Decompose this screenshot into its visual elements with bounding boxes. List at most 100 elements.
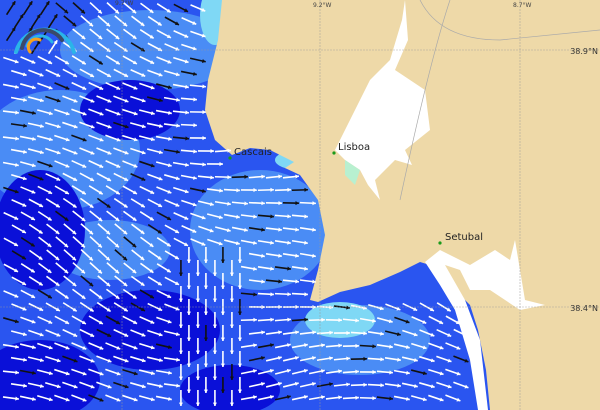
- wave-arrow-head: [56, 150, 61, 155]
- wave-arrow-head: [30, 242, 35, 247]
- wave-arrow-head: [81, 295, 86, 299]
- wave-arrow-head: [140, 47, 145, 52]
- wave-arrow-head: [295, 227, 299, 232]
- wave-arrow-head: [80, 269, 85, 274]
- wave-arrow-head: [175, 281, 180, 285]
- wave-arrow-head: [464, 333, 469, 337]
- wave-arrow-head: [133, 85, 138, 90]
- wave-arrow-head: [11, 27, 16, 32]
- lisboa-marker[interactable]: [332, 151, 336, 155]
- wave-arrow-head: [295, 330, 299, 335]
- wave-arrow-head: [55, 256, 60, 261]
- wave-arrow-head: [363, 331, 367, 336]
- wave-arrow-head: [192, 20, 197, 25]
- wave-arrow-head: [286, 394, 291, 399]
- wave-arrow-head: [98, 217, 103, 222]
- place-label-setubal[interactable]: Setubal: [445, 232, 483, 243]
- wave-arrow-head: [338, 318, 342, 323]
- wave-arrow-head: [304, 317, 308, 322]
- wave-arrow-head: [115, 217, 120, 221]
- wave-arrow-head: [167, 163, 172, 168]
- wave-arrow-head: [99, 111, 104, 116]
- wave-arrow-head: [312, 304, 316, 310]
- wave-arrow-head: [90, 124, 95, 129]
- wave-arrow-head: [380, 331, 384, 336]
- wave-arrow-head: [89, 282, 94, 287]
- wave-arrow-head: [65, 320, 70, 324]
- wave-arrow-head: [277, 381, 282, 386]
- wave-arrow-head: [203, 311, 208, 315]
- wave-arrow-head: [30, 216, 35, 221]
- wave-arrow-head: [31, 85, 36, 90]
- wave-arrow-head: [81, 320, 86, 325]
- wave-arrow-head: [320, 369, 325, 374]
- wave-arrow-head: [55, 307, 60, 312]
- wave-arrow-head: [212, 298, 217, 302]
- wave-arrow-head: [124, 384, 129, 389]
- wave-arrow-head: [82, 164, 87, 168]
- wave-arrow-head: [115, 269, 119, 274]
- wave-arrow-head: [116, 137, 121, 142]
- wave-arrow-head: [295, 174, 299, 179]
- wave-arrow-head: [168, 136, 172, 141]
- wave-arrow-head: [99, 397, 104, 402]
- wave-arrow-head: [38, 281, 43, 286]
- wave-arrow-head: [202, 135, 206, 141]
- wave-arrow-head: [229, 402, 234, 406]
- wave-arrow-head: [107, 150, 112, 155]
- place-label-cascais[interactable]: Cascais: [234, 147, 272, 158]
- wave-arrow-head: [65, 137, 70, 142]
- wave-arrow-head: [132, 60, 137, 65]
- wave-arrow-head: [303, 368, 308, 373]
- wave-arrow-head: [346, 330, 350, 336]
- wave-arrow-head: [244, 201, 248, 206]
- wave-arrow-head: [31, 59, 36, 64]
- wave-arrow-head: [115, 35, 120, 39]
- wave-arrow-head: [150, 397, 155, 402]
- wave-arrow-head: [167, 345, 172, 350]
- wave-arrow-head: [48, 397, 53, 402]
- wave-arrow-head: [81, 60, 86, 65]
- lat-label-1: 38.9°N: [570, 47, 598, 56]
- wave-arrow-head: [14, 319, 19, 324]
- wave-arrow-head: [270, 214, 274, 219]
- wave-arrow-head: [304, 343, 308, 348]
- wave-arrow-head: [405, 319, 410, 324]
- wave-arrow-head: [89, 230, 93, 235]
- wave-arrow-head: [141, 176, 146, 181]
- wave-arrow-head: [150, 111, 155, 116]
- wave-arrow-head: [107, 384, 112, 389]
- wave-arrow-head: [229, 350, 234, 354]
- wave-arrow-head: [422, 345, 427, 350]
- wave-arrow-head: [237, 259, 242, 263]
- wave-arrow-head: [73, 98, 78, 103]
- wave-arrow-head: [106, 177, 111, 181]
- wave-arrow-head: [31, 294, 36, 298]
- wave-arrow-head: [64, 217, 69, 221]
- place-label-lisboa[interactable]: Lisboa: [338, 142, 370, 153]
- wave-arrow-head: [15, 370, 19, 375]
- setubal-marker[interactable]: [438, 241, 442, 245]
- wave-arrow-head: [141, 384, 146, 389]
- wave-arrow-head: [14, 216, 19, 220]
- cascais-marker[interactable]: [228, 156, 232, 160]
- wave-arrow-head: [140, 256, 145, 260]
- wave-arrow-head: [269, 395, 274, 400]
- wave-forecast-logo: [14, 27, 76, 54]
- wave-arrow-head: [45, 1, 50, 6]
- wave-arrow-head: [158, 123, 163, 128]
- wave-arrow-head: [192, 202, 197, 207]
- wave-arrow-head: [72, 307, 77, 312]
- wave-arrow-head: [116, 345, 121, 350]
- wave-arrow-head: [166, 216, 171, 220]
- wave-arrow-head: [106, 203, 111, 208]
- wave-arrow-head: [157, 229, 162, 234]
- wave-arrow-head: [64, 60, 69, 65]
- wave-arrow-head: [312, 253, 316, 258]
- wave-arrow-head: [168, 370, 172, 375]
- wave-arrow-head: [464, 358, 469, 363]
- wave-arrow-head: [201, 215, 206, 220]
